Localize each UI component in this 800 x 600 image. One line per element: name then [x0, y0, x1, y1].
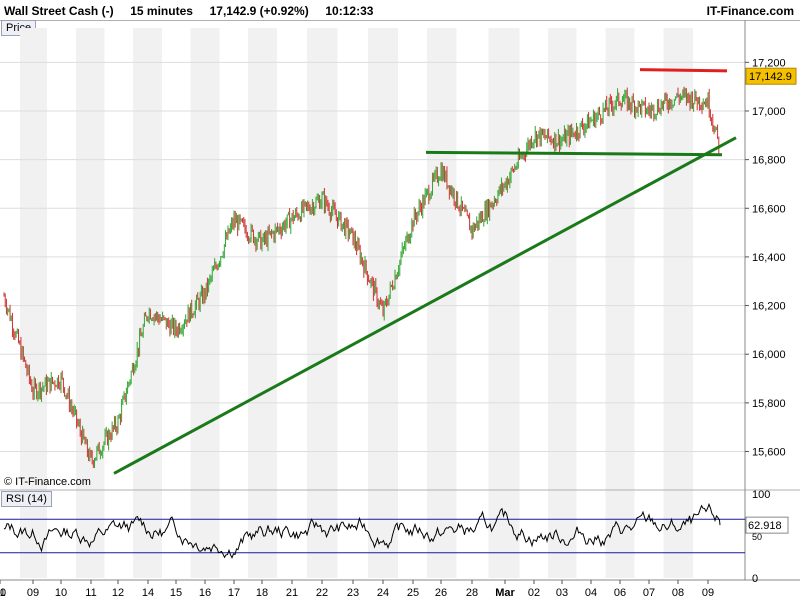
time-label: 10:12:33 [325, 4, 374, 18]
x-tick-label: 12 [112, 587, 124, 599]
rsi-value-label: 62.918 [748, 520, 782, 532]
last-price-label: 17,142.9 [749, 71, 792, 83]
y-tick-label: 17,000 [752, 106, 786, 118]
y-tick-label: 15,800 [752, 398, 786, 410]
day-band [307, 28, 338, 578]
header-divider [0, 20, 800, 21]
day-band [76, 28, 105, 578]
x-tick-label: 10 [0, 587, 6, 599]
y-tick-label: 17,200 [752, 57, 786, 69]
chart-header: Wall Street Cash (-) 15 minutes 17,142.9… [4, 4, 373, 18]
rsi-tick-label: 0 [752, 573, 758, 585]
x-tick-label: 18 [256, 587, 268, 599]
x-tick-label: 21 [286, 587, 298, 599]
neckline[interactable] [425, 150, 723, 157]
resistance-line[interactable] [639, 68, 728, 73]
x-tick-label: 22 [316, 587, 328, 599]
last-price-badge [745, 67, 797, 85]
day-band [20, 28, 47, 578]
x-tick-label: 08 [672, 587, 684, 599]
x-tick-label: 10 [55, 587, 67, 599]
x-tick-label: 03 [556, 587, 568, 599]
x-tick-label: 06 [614, 587, 626, 599]
timeframe-label: 15 minutes [130, 4, 193, 18]
x-tick-label: 24 [377, 587, 389, 599]
day-band [488, 28, 520, 578]
y-tick-label: 16,400 [752, 252, 786, 264]
x-tick-label: 17 [228, 587, 240, 599]
x-tick-label: 16 [199, 587, 211, 599]
x-tick-label: 25 [407, 587, 419, 599]
day-band [133, 28, 162, 578]
rsi-tick-label: 50 [752, 532, 762, 542]
day-band [605, 28, 635, 578]
x-tick-label: 14 [142, 587, 154, 599]
brand-label: IT-Finance.com [706, 4, 794, 18]
y-tick-label: 16,800 [752, 155, 786, 167]
y-tick-label: 16,000 [752, 349, 786, 361]
y-tick-label: 16,200 [752, 301, 786, 313]
y-tick-label: 15,600 [752, 447, 786, 459]
day-band [548, 28, 577, 578]
x-tick-label: 02 [528, 587, 540, 599]
support-trendline[interactable] [113, 136, 737, 475]
x-tick-label: 11 [0, 587, 6, 599]
x-tick-label: 28 [466, 587, 478, 599]
x-tick-label: 09 [27, 587, 39, 599]
day-band [663, 28, 693, 578]
rsi-value-badge [745, 516, 789, 534]
rsi-tick-label: 100 [752, 489, 770, 501]
day-band [248, 28, 277, 578]
x-tick-label: 09 [702, 587, 714, 599]
x-tick-label: 04 [585, 587, 597, 599]
copyright-label: © IT-Finance.com [4, 476, 91, 488]
x-tick-label: 07 [643, 587, 655, 599]
quote-label: 17,142.9 (+0.92%) [209, 4, 309, 18]
x-tick-label: 26 [435, 587, 447, 599]
x-tick-label: Mar [495, 587, 515, 599]
x-tick-label: 23 [347, 587, 359, 599]
rsi-panel-tag: RSI (14) [1, 491, 52, 507]
x-tick-label: 11 [85, 587, 96, 599]
x-tick-label: 15 [170, 587, 182, 599]
y-tick-label: 16,600 [752, 203, 786, 215]
instrument-name: Wall Street Cash (-) [4, 4, 114, 18]
rsi-line [3, 502, 721, 559]
